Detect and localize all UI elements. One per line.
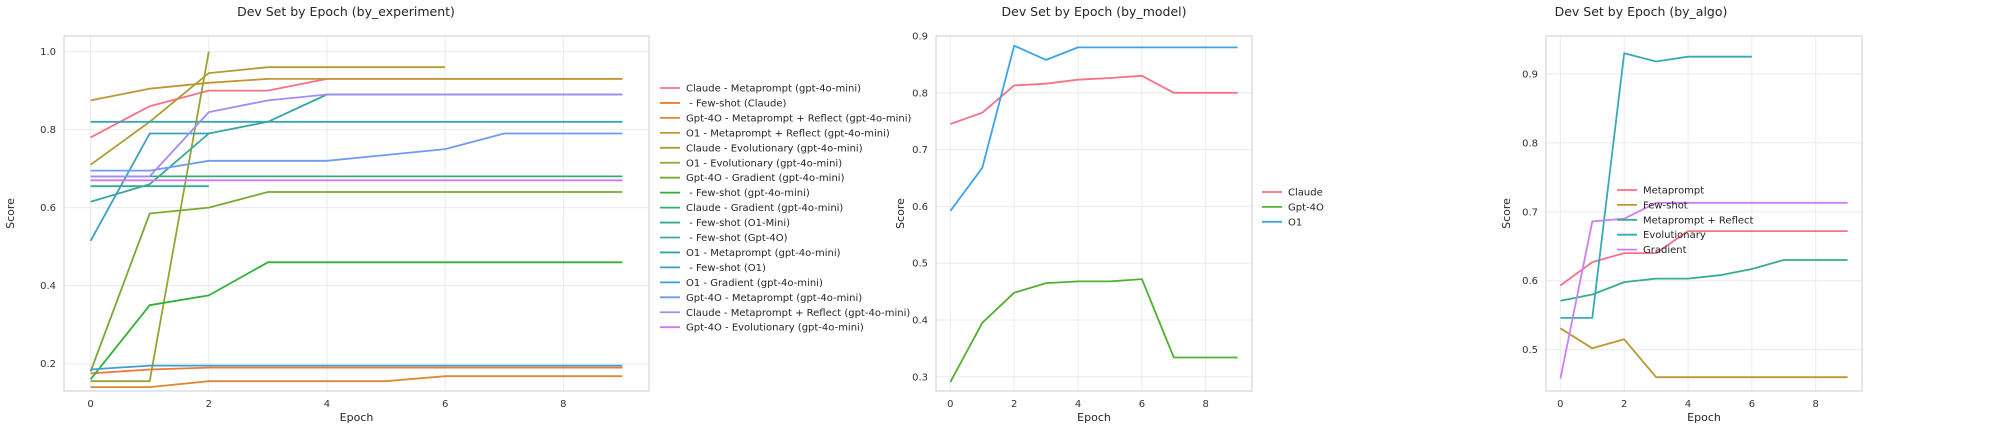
legend-entry: O1: [1288, 217, 1302, 228]
x-tick-label: 6: [442, 399, 448, 410]
legend-entry: Claude: [1288, 188, 1323, 199]
series-line-4: [1559, 201, 1848, 379]
y-tick-label: 1.0: [40, 47, 56, 58]
plot-area: [936, 36, 1252, 391]
x-tick-label: 6: [1749, 399, 1755, 410]
x-tick-label: 8: [1203, 399, 1209, 410]
x-tick-label: 0: [947, 399, 953, 410]
legend-entry: - Few-shot (O1): [686, 263, 766, 274]
legend-entry: Claude - Metaprompt (gpt-4o-mini): [686, 84, 861, 95]
x-tick-label: 0: [1557, 399, 1563, 410]
y-tick-label: 0.9: [912, 32, 928, 43]
series-line-1: [90, 366, 623, 375]
y-tick-label: 0.6: [1522, 276, 1538, 287]
series-line-6: [89, 191, 623, 372]
y-tick-label: 0.2: [40, 359, 56, 370]
series-line-0: [1559, 230, 1848, 287]
legend-entry: Gpt-4O - Metaprompt (gpt-4o-mini): [686, 293, 862, 304]
legend-entry: Gpt-4O - Evolutionary (gpt-4o-mini): [686, 323, 864, 334]
chart-title: Dev Set by Epoch (by_model): [1002, 4, 1187, 19]
x-tick-label: 8: [1813, 399, 1819, 410]
series-line-2: [90, 375, 623, 389]
y-tick-label: 0.8: [40, 125, 56, 136]
x-tick-label: 4: [1685, 399, 1691, 410]
series-line-3: [90, 78, 623, 102]
y-tick-label: 0.7: [1522, 207, 1538, 218]
plot-area: [1546, 36, 1862, 391]
series-line-1: [949, 278, 1238, 383]
legend-entry: O1 - Metaprompt (gpt-4o-mini): [686, 248, 841, 259]
y-tick-label: 0.5: [912, 259, 928, 270]
legend-entry: Claude - Gradient (gpt-4o-mini): [686, 203, 843, 214]
y-tick-label: 0.4: [40, 281, 56, 292]
series-line-15: [90, 93, 623, 178]
y-tick-label: 0.5: [1522, 345, 1538, 356]
y-tick-label: 0.8: [1522, 138, 1538, 149]
chart-title: Dev Set by Epoch (by_algo): [1555, 4, 1728, 19]
legend: Claude Gpt-4O O1: [1262, 188, 1324, 228]
legend-entry: Few-shot: [1643, 200, 1688, 211]
series-line-0: [950, 74, 1238, 125]
x-axis-label: Epoch: [340, 411, 374, 424]
legend-entry: Metaprompt + Reflect: [1643, 215, 1754, 226]
legend: Claude - Metaprompt (gpt-4o-mini) - Few-…: [660, 84, 911, 334]
x-tick-label: 0: [87, 399, 93, 410]
legend-entry: - Few-shot (Claude): [686, 98, 787, 109]
legend-entry: Metaprompt: [1643, 186, 1704, 197]
legend-entry: Gpt-4O - Gradient (gpt-4o-mini): [686, 173, 845, 184]
x-tick-label: 2: [1621, 399, 1627, 410]
series-line-14: [90, 132, 623, 172]
x-tick-label: 4: [1075, 399, 1081, 410]
chart-title: Dev Set by Epoch (by_experiment): [237, 4, 455, 19]
y-tick-label: 0.9: [1522, 69, 1538, 80]
series-line-2: [949, 44, 1238, 212]
legend-entry: Claude - Evolutionary (gpt-4o-mini): [686, 143, 863, 154]
y-axis-label: Score: [894, 198, 907, 229]
plot-frame: [63, 35, 650, 392]
x-tick-label: 8: [560, 399, 566, 410]
legend-entry: Gpt-4O: [1288, 202, 1324, 213]
y-tick-label: 0.8: [912, 88, 928, 99]
x-tick-label: 6: [1139, 399, 1145, 410]
chart-panel-0: 0.2 0.4 0.6 0.8 1.0 0 2 4 6 8 Dev Set by Epoch (by…: [4, 4, 911, 424]
plot-frame: [935, 35, 1253, 392]
series-line-7: [89, 261, 623, 380]
legend-entry: O1 - Evolutionary (gpt-4o-mini): [686, 158, 842, 169]
y-tick-label: 0.6: [40, 203, 56, 214]
chart-panel-1: 0.3 0.4 0.5 0.6 0.7 0.8 0.9 0 2 4 6 8 Dev Set by Epo…: [894, 4, 1324, 424]
y-tick-label: 0.6: [912, 202, 928, 213]
x-tick-label: 2: [1011, 399, 1017, 410]
series-line-13: [90, 364, 623, 371]
series-line-2: [1560, 259, 1848, 302]
y-tick-label: 0.7: [912, 145, 928, 156]
x-tick-label: 4: [324, 399, 330, 410]
legend-entry: Claude - Metaprompt + Reflect (gpt-4o-mi…: [686, 308, 910, 319]
x-axis-label: Epoch: [1077, 411, 1111, 424]
legend-entry: O1 - Metaprompt + Reflect (gpt-4o-mini): [686, 128, 890, 139]
y-tick-label: 0.3: [912, 372, 928, 383]
legend-entry: - Few-shot (gpt-4o-mini): [686, 188, 810, 199]
legend-entry: Gpt-4O - Metaprompt + Reflect (gpt-4o-mi…: [686, 113, 911, 124]
legend: Metaprompt Few-shot Metaprompt + Reflect Ev…: [1617, 186, 1754, 256]
plot-frame: [1545, 35, 1863, 392]
legend-entry: - Few-shot (Gpt-4O): [686, 233, 788, 244]
y-tick-label: 0.4: [912, 316, 928, 327]
y-axis-label: Score: [1500, 198, 1513, 229]
series-line-3: [1560, 52, 1752, 319]
legend-entry: Gradient: [1643, 245, 1687, 256]
x-axis-label: Epoch: [1687, 411, 1721, 424]
series-line-1: [1559, 327, 1848, 379]
legend-entry: Evolutionary: [1643, 230, 1706, 241]
series-line-5: [90, 51, 210, 383]
chart-panel-2: 0.5 0.6 0.7 0.8 0.9 0 2 4 6 8 Dev Set by Epoch (by…: [1500, 4, 1863, 424]
legend-entry: - Few-shot (O1-Mini): [686, 218, 790, 229]
legend-entry: O1 - Gradient (gpt-4o-mini): [686, 278, 823, 289]
x-tick-label: 2: [206, 399, 212, 410]
y-axis-label: Score: [4, 198, 17, 229]
